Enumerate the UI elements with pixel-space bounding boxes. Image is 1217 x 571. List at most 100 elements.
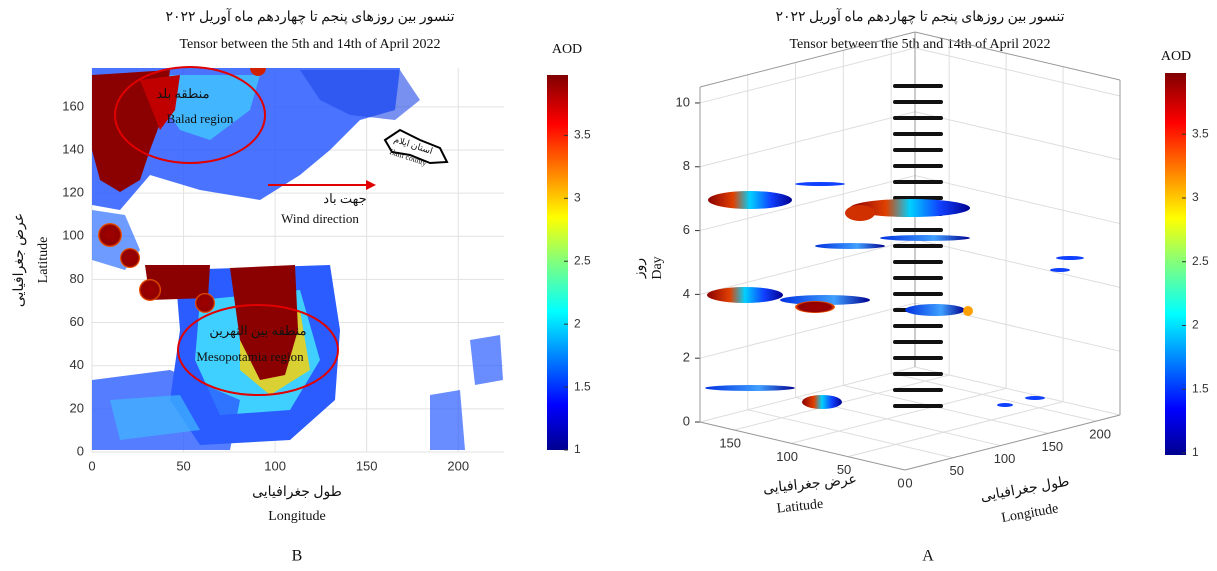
aod-hotspot [120,248,140,268]
aod-area [110,395,200,440]
marker-dash [893,404,943,408]
subtitle: Tensor between the 5th and 14th of April… [789,37,1050,52]
marker-dash [893,180,943,184]
colorbar-tick-label: 2 [1192,318,1199,332]
subtitle: Tensor between the 5th and 14th of April… [179,37,440,52]
y-tick-label: 100 [62,228,84,243]
grid-line [914,47,1121,97]
grid-line [914,175,1121,225]
x-tick-label: 150 [356,458,378,473]
aod-cluster [997,403,1013,407]
aod-cluster [795,301,835,313]
y-tick-label: 100 [776,449,798,464]
marker-dash [893,164,943,168]
title: تنسور بین روزهای پنجم تا چهاردهم ماه آور… [775,7,1064,25]
z-label: Day [650,256,665,279]
x-label: طول جغرافیایی [252,485,342,500]
aod-hotspot [140,75,180,130]
colorbar-label: AOD [552,42,582,57]
aod-cluster [795,182,845,186]
grid-line [914,111,1121,161]
aod-hotspot [98,223,122,247]
marker-dash [893,228,943,232]
y-tick-label: 40 [70,357,84,372]
colorbar-tick-label: 2 [574,316,581,330]
y-tick-label: 150 [719,435,741,450]
y-tick-label: 80 [70,271,84,286]
axis-line [914,31,1121,81]
grid-line [699,47,916,104]
x-label: Longitude [1000,501,1059,526]
ilam-outline [383,128,449,165]
aod-cluster [845,205,875,221]
z-tick-label: 8 [683,158,690,173]
grid-line [699,366,916,423]
x-tick-label: 50 [176,458,190,473]
colorbar-label: AOD [1161,49,1191,64]
aod-cluster [705,385,795,391]
colorbar-tick-label: 1 [574,442,581,456]
aod-hotspot [230,265,298,380]
y-tick-label: 160 [62,98,84,113]
colorbar-tick-label: 1.5 [574,379,591,393]
grid-line [699,111,916,168]
colorbar-tick-label: 2.5 [574,253,591,267]
x-tick-label: 200 [1089,427,1111,442]
x-tick-label: 100 [264,458,286,473]
z-tick-label: 0 [683,413,690,428]
grid-line [790,387,1007,444]
aod-cluster [802,395,842,409]
grid-line [914,366,1121,416]
annotation: Balad region [167,111,234,126]
marker-dash [893,100,943,104]
marker-dash [893,292,943,296]
panel-label: B [292,548,303,565]
marker-dash [893,372,943,376]
y-label: عرض جغرافیایی [12,213,27,307]
y-tick-label: 120 [62,185,84,200]
aod-cluster [707,287,783,303]
aod-area [470,335,503,385]
axis-line [699,421,906,471]
marker-dash [893,244,943,248]
colorbar-tick-label: 3 [574,190,581,204]
aod-points [705,182,1084,409]
colorbar-tick-label: 1.5 [1192,381,1209,395]
colorbar-tick-label: 3.5 [574,128,591,142]
marker-dash [893,196,943,200]
aod-cluster [1025,396,1045,400]
marker-dash [893,340,943,344]
aod-cluster [815,243,885,249]
aod-hotspot [195,293,215,313]
axis-line [699,31,916,88]
marker-dash [893,116,943,120]
aod-cluster [880,235,970,241]
title: تنسور بین روزهای پنجم تا چهاردهم ماه آور… [165,7,454,25]
grid-line [699,238,916,295]
y-tick-label: 50 [837,462,851,477]
region-outline [177,304,339,396]
axis-line [904,414,1121,471]
x-tick-label: 0 [905,475,912,490]
aod-hotspot [250,68,266,76]
aod-cluster [708,191,792,209]
grid-line [699,175,916,232]
wind-arrow-head [366,180,376,190]
y-tick-label: 0 [897,475,904,490]
annotation: جهت باد [323,191,366,207]
x-tick-label: 50 [950,463,964,478]
grid-line [843,384,1049,434]
x-tick-label: 0 [88,458,95,473]
aod-hotspot [139,279,161,301]
z-tick-label: 2 [683,350,690,365]
colorbar [547,75,568,450]
colorbar-tick-label: 3 [1192,190,1199,204]
aod-cluster [905,304,965,316]
marker-dash [893,356,943,360]
marker-dash [893,84,943,88]
z-tick-label: 6 [683,222,690,237]
panel-label: A [922,548,934,565]
y-tick-label: 0 [77,443,84,458]
marker-dash [893,324,943,328]
